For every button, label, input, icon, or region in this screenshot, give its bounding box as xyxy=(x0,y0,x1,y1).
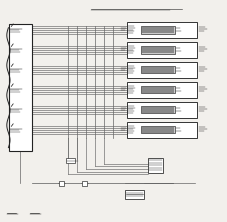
Bar xyxy=(142,107,174,113)
Bar xyxy=(142,87,174,93)
Bar xyxy=(148,158,163,173)
Bar xyxy=(127,22,197,38)
Bar xyxy=(127,122,197,138)
Bar xyxy=(142,67,174,73)
Bar xyxy=(142,27,174,33)
Bar xyxy=(141,126,175,133)
Bar xyxy=(66,158,75,163)
Bar xyxy=(141,86,175,93)
Bar xyxy=(141,106,175,113)
Bar xyxy=(141,26,175,34)
Bar xyxy=(125,190,144,199)
Bar xyxy=(127,82,197,98)
Bar xyxy=(142,127,174,133)
Bar xyxy=(127,102,197,118)
Bar xyxy=(127,42,197,58)
Bar xyxy=(141,66,175,73)
Bar xyxy=(59,181,64,186)
Bar xyxy=(127,62,197,78)
Bar xyxy=(9,24,32,151)
Bar xyxy=(141,46,175,54)
Bar xyxy=(142,47,174,53)
Bar xyxy=(82,181,87,186)
